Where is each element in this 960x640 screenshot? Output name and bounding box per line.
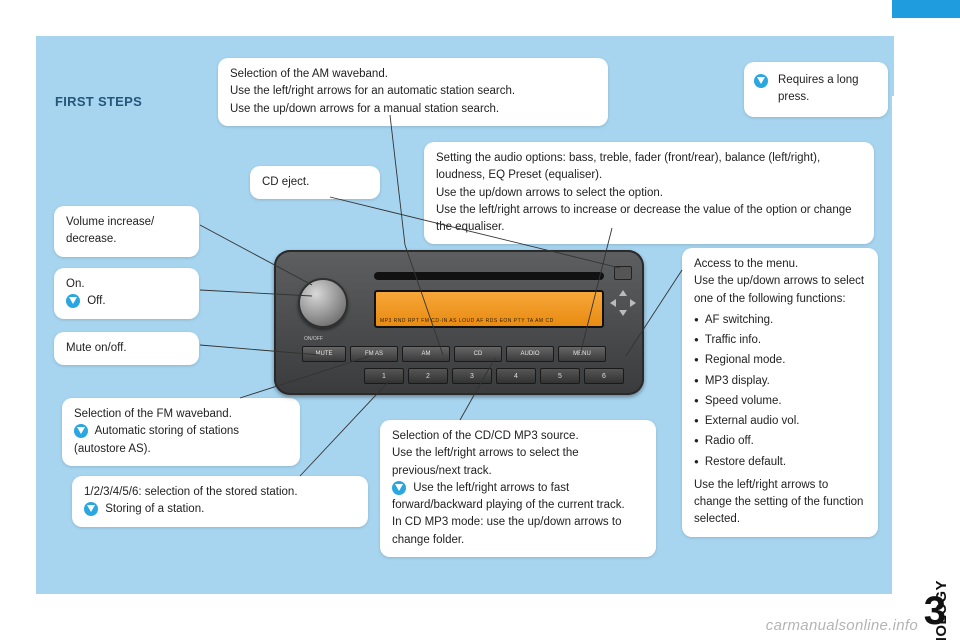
callout-mute: Mute on/off.	[54, 332, 199, 365]
dpad	[610, 290, 636, 316]
volume-knob	[298, 278, 348, 328]
watermark: carmanualsonline.info	[766, 617, 918, 634]
radio-btn-menu: MENU	[558, 346, 606, 362]
menu-item: Traffic info.	[694, 332, 866, 349]
radio-row-main: MUTEFM ASAMCDAUDIOMENU	[302, 346, 606, 362]
long-press-icon	[754, 74, 768, 88]
radio-row-presets: 123456	[364, 368, 624, 384]
preset-btn-4: 4	[496, 368, 536, 384]
eject-button	[614, 266, 632, 280]
preset-btn-5: 5	[540, 368, 580, 384]
callout-am: Selection of the AM waveband. Use the le…	[218, 58, 608, 126]
menu-item: MP3 display.	[694, 373, 866, 390]
long-press-icon	[66, 294, 80, 308]
menu-item: AF switching.	[694, 312, 866, 329]
page-number: 3	[924, 589, 946, 634]
radio-btn-fm-as: FM AS	[350, 346, 398, 362]
radio-btn-audio: AUDIO	[506, 346, 554, 362]
preset-btn-3: 3	[452, 368, 492, 384]
radio-btn-am: AM	[402, 346, 450, 362]
long-press-text: Requires a long press.	[778, 74, 859, 103]
preset-btn-1: 1	[364, 368, 404, 384]
preset-btn-2: 2	[408, 368, 448, 384]
long-press-icon	[74, 424, 88, 438]
onoff-label: ON/OFF	[304, 336, 323, 342]
callout-long-press: Requires a long press.	[744, 62, 888, 117]
menu-item: Regional mode.	[694, 352, 866, 369]
radio-btn-cd: CD	[454, 346, 502, 362]
callout-on-off: On. Off.	[54, 268, 199, 319]
callout-cd-eject: CD eject.	[250, 166, 380, 199]
preset-btn-6: 6	[584, 368, 624, 384]
menu-item: Radio off.	[694, 433, 866, 450]
car-radio-unit: MP3 RND RPT FM CD·IN AS LOUD AF RDS EON …	[274, 250, 644, 395]
callout-cd-source: Selection of the CD/CD MP3 source. Use t…	[380, 420, 656, 557]
callout-audio-options: Setting the audio options: bass, treble,…	[424, 142, 874, 244]
right-margin	[892, 96, 960, 640]
radio-display: MP3 RND RPT FM CD·IN AS LOUD AF RDS EON …	[374, 290, 604, 328]
callout-menu: Access to the menu. Use the up/down arro…	[682, 248, 878, 537]
callout-presets: 1/2/3/4/5/6: selection of the stored sta…	[72, 476, 368, 527]
callout-volume: Volume increase/ decrease.	[54, 206, 199, 257]
callout-fm: Selection of the FM waveband. Automatic …	[62, 398, 300, 466]
menu-item: Restore default.	[694, 454, 866, 471]
menu-item: Speed volume.	[694, 393, 866, 410]
menu-function-list: AF switching. Traffic info. Regional mode.…	[694, 312, 866, 471]
top-edge-tab	[892, 0, 960, 18]
long-press-icon	[84, 502, 98, 516]
radio-btn-mute: MUTE	[302, 346, 346, 362]
long-press-icon	[392, 481, 406, 495]
menu-item: External audio vol.	[694, 413, 866, 430]
section-title: FIRST STEPS	[55, 94, 142, 109]
cd-slot	[374, 272, 604, 280]
